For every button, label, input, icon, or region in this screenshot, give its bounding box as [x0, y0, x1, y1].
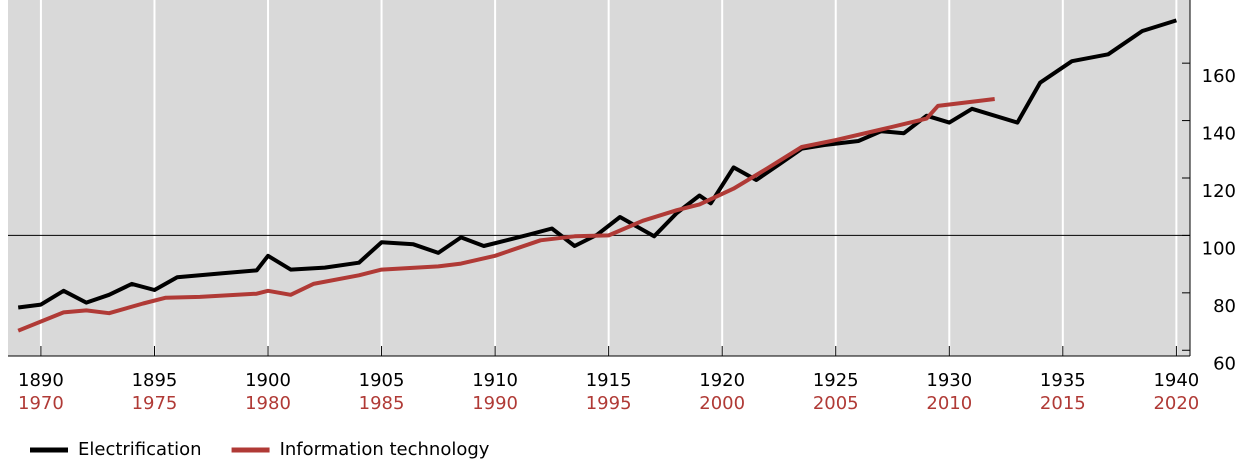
x2-tick-label: 2010: [926, 393, 972, 414]
x-tick-label: 1910: [472, 370, 518, 391]
x2-tick-label: 2000: [699, 393, 745, 414]
x-tick-label: 1940: [1153, 370, 1199, 391]
x2-tick-label: 1990: [472, 393, 518, 414]
x-tick-label: 1915: [586, 370, 632, 391]
y-tick-label: 120: [1202, 181, 1236, 202]
x2-tick-label: 1985: [359, 393, 405, 414]
x2-tick-label: 2015: [1040, 393, 1086, 414]
x-tick-label: 1920: [699, 370, 745, 391]
x-tick-label: 1925: [813, 370, 859, 391]
x2-tick-label: 1980: [245, 393, 291, 414]
x-tick-label: 1935: [1040, 370, 1086, 391]
x-tick-label: 1930: [926, 370, 972, 391]
plot-background: [8, 0, 1190, 356]
x-tick-label: 1905: [359, 370, 405, 391]
line: [17, 97, 995, 333]
x2-tick-label: 1995: [586, 393, 632, 414]
x-tick-label: 1890: [18, 370, 64, 391]
x2-tick-label: 1970: [18, 393, 64, 414]
y-tick-label: 100: [1202, 238, 1236, 259]
x2-tick-label: 2020: [1153, 393, 1199, 414]
y-tick-label: 160: [1202, 66, 1236, 87]
x2-tick-label: 1975: [132, 393, 178, 414]
y-tick-label: 80: [1213, 296, 1236, 317]
y-tick-label: 60: [1213, 353, 1236, 374]
legend-label: Information technology: [280, 439, 490, 460]
y-tick-label: 140: [1202, 124, 1236, 145]
legend-label: Electrification: [78, 439, 202, 460]
line: [17, 18, 1177, 310]
x-tick-label: 1895: [132, 370, 178, 391]
x-tick-label: 1900: [245, 370, 291, 391]
x2-tick-label: 2005: [813, 393, 859, 414]
